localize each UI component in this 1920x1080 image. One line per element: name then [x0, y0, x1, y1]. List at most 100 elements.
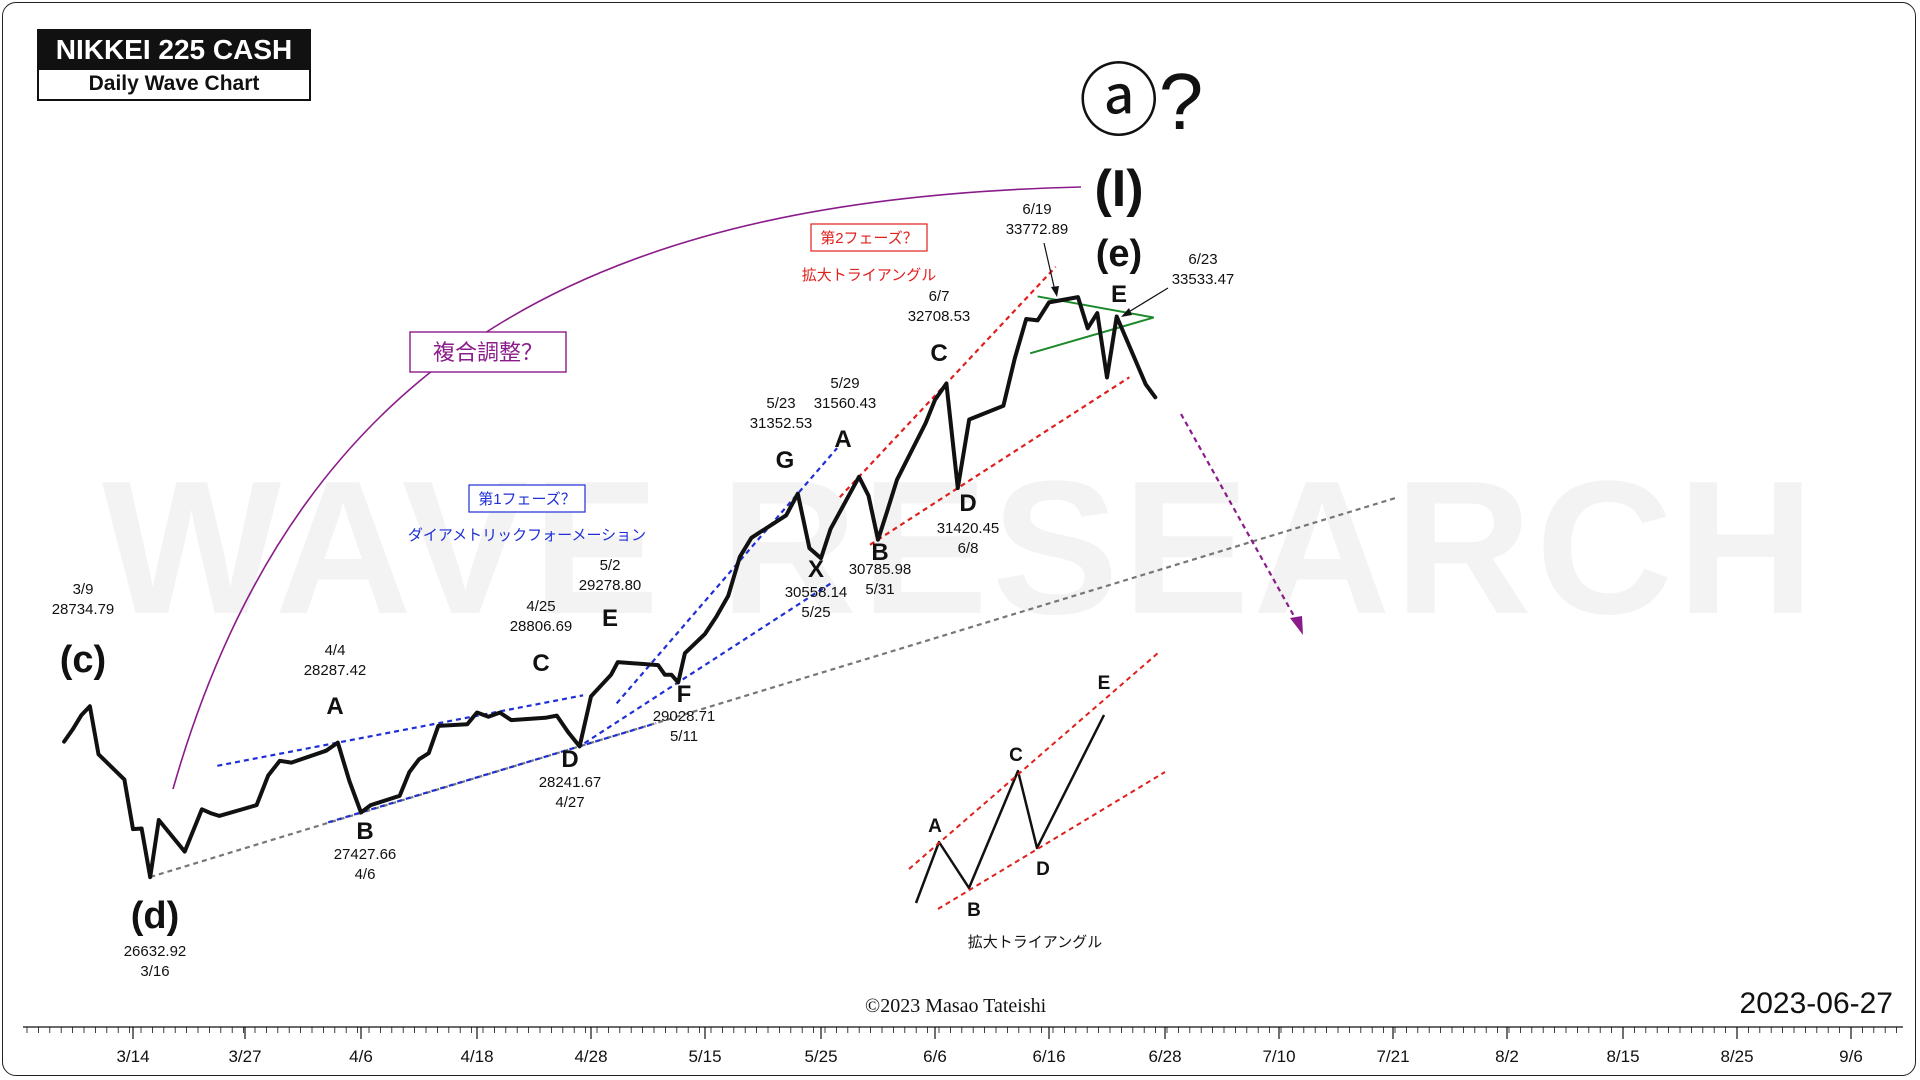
label-leader-619	[1043, 242, 1056, 292]
phase1-box	[468, 484, 586, 513]
label-date: 6/19	[1022, 201, 1051, 218]
x-tick-label: 6/6	[923, 1047, 947, 1066]
price-point	[896, 478, 898, 481]
inset-upper-line	[908, 652, 1159, 870]
label-date: 5/2	[600, 557, 621, 574]
trend-lines	[149, 186, 1396, 879]
x-tick-label: 8/2	[1495, 1047, 1519, 1066]
price-point	[739, 556, 741, 558]
price-point	[149, 876, 151, 878]
price-point	[1144, 383, 1147, 386]
price-point	[123, 778, 126, 781]
price-point	[183, 850, 186, 853]
price-point	[556, 714, 558, 717]
label-date: 4/4	[325, 642, 346, 659]
price-point	[437, 725, 440, 727]
x-tick-label: 7/10	[1262, 1047, 1295, 1066]
wave-letter-B: B	[356, 818, 373, 845]
label-date: 6/23	[1188, 251, 1217, 268]
phase1-text: ダイアメトリックフォーメーション	[408, 527, 646, 544]
phase2-lower-line	[869, 376, 1130, 546]
label-date: 5/11	[670, 728, 698, 745]
price-point	[427, 752, 430, 754]
price-point	[1154, 396, 1157, 399]
price-point	[201, 808, 203, 811]
wave-letter-E: E	[1111, 281, 1127, 308]
label-value: 33533.47	[1172, 271, 1235, 288]
price-point	[820, 557, 822, 559]
price-point	[63, 740, 65, 743]
price-series	[62, 295, 1158, 880]
inset-triangle-diagram: A B C D E 拡大トライアングル	[908, 652, 1166, 951]
price-point	[924, 422, 927, 425]
price-point	[590, 695, 592, 698]
label-date: 4/27	[555, 794, 584, 811]
price-point	[750, 537, 753, 539]
price-point	[968, 418, 970, 421]
price-point	[267, 774, 270, 777]
phase2-box-text: 第2フェーズ？	[820, 229, 918, 247]
price-point	[398, 795, 401, 797]
price-point	[337, 741, 339, 744]
price-point	[684, 652, 686, 654]
price-point	[664, 673, 666, 676]
price-point	[360, 811, 362, 814]
wave-letter-A: A	[834, 426, 851, 453]
inset-letter-B: B	[967, 900, 981, 921]
label-date: 4/25	[526, 598, 555, 615]
price-point	[704, 633, 706, 635]
price-point	[1106, 376, 1108, 379]
inset-caption: 拡大トライアングル	[968, 934, 1102, 951]
price-point	[1086, 327, 1089, 330]
wave-letter-D: D	[561, 746, 578, 773]
label-date: 6/8	[958, 540, 979, 557]
price-point	[290, 761, 293, 764]
price-point	[132, 828, 134, 830]
label-value: 31560.43	[814, 395, 877, 412]
complex-box	[409, 331, 567, 373]
price-point	[499, 711, 501, 714]
label-value: 31352.53	[750, 415, 813, 432]
price-point	[886, 509, 889, 512]
label-date: 5/29	[830, 375, 859, 392]
chart-subtitle: Daily Wave Chart	[88, 72, 260, 95]
phase1-upper-line	[217, 694, 584, 767]
label-date: 6/7	[929, 288, 950, 305]
phase2-box	[810, 223, 928, 252]
price-point	[1036, 319, 1039, 322]
x-tick-label: 6/28	[1148, 1047, 1181, 1066]
price-point	[510, 719, 512, 721]
x-tick-label: 7/21	[1376, 1047, 1409, 1066]
price-point	[677, 681, 679, 684]
wave-label-circle-a: ⓐ?	[1079, 57, 1204, 146]
label-value: 32708.53	[908, 308, 971, 325]
label-value: 29028.71	[653, 708, 716, 725]
price-point	[418, 758, 420, 761]
label-date: 3/16	[140, 963, 169, 980]
price-point	[348, 780, 351, 782]
price-point	[1014, 357, 1016, 360]
price-point	[670, 674, 673, 676]
title-box: NIKKEI 225 CASH Daily Wave Chart	[37, 29, 311, 101]
price-point	[476, 711, 478, 714]
price-point	[578, 745, 581, 748]
price-point	[808, 547, 811, 549]
date-stamp: 2023-06-27	[1739, 987, 1893, 1020]
label-value: 28734.79	[52, 601, 115, 618]
price-point	[727, 595, 729, 597]
diametric-upper-line	[615, 447, 838, 705]
label-value: 28241.67	[539, 774, 602, 791]
label-date: 3/9	[73, 581, 94, 598]
price-point	[877, 538, 879, 541]
wave-label-d: (d)	[131, 895, 180, 937]
price-point	[218, 815, 220, 817]
price-point	[617, 661, 619, 663]
contracting-triangle-lines	[1029, 295, 1154, 355]
inset-letter-D: D	[1036, 859, 1050, 880]
copyright: ©2023 Masao Tateishi	[865, 995, 1047, 1017]
inset-lower-line	[937, 771, 1166, 910]
wave-letter-C: C	[532, 650, 549, 677]
price-point	[1077, 296, 1079, 298]
price-point	[945, 382, 948, 385]
price-point	[544, 717, 547, 719]
